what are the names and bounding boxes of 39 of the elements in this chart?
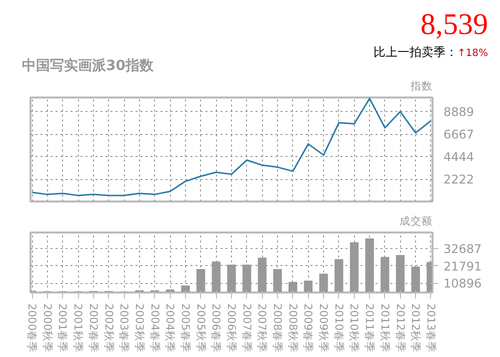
y-tick-label: 6667 bbox=[444, 128, 474, 142]
x-tick-label: 2003秋季 bbox=[132, 304, 146, 353]
x-tick-label: 2007春季 bbox=[240, 304, 254, 353]
y-tick-label: 10896 bbox=[444, 276, 482, 291]
x-tick-label: 2001秋季 bbox=[72, 304, 85, 353]
x-tick-label: 2000春季 bbox=[26, 304, 39, 353]
x-tick-label: 2007秋季 bbox=[256, 304, 269, 353]
x-tick-label: 2004春季 bbox=[148, 304, 162, 353]
x-tick-label: 2003春季 bbox=[118, 304, 131, 353]
x-tick-label: 2008秋季 bbox=[286, 304, 300, 353]
y-tick-label: 32687 bbox=[444, 242, 482, 256]
x-tick-label: 2010春季 bbox=[332, 304, 346, 353]
chart-title: 中国写实画派30指数 bbox=[22, 56, 154, 76]
x-tick-label: 2002春季 bbox=[86, 304, 100, 353]
y-tick-label: 2222 bbox=[444, 172, 474, 187]
x-tick-label: 2005秋季 bbox=[194, 304, 208, 353]
text: ↑18% bbox=[457, 48, 488, 59]
x-tick-label: 2006秋季 bbox=[225, 304, 238, 353]
x-tick-label: 2006春季 bbox=[210, 304, 223, 353]
x-tick-label: 2009春季 bbox=[302, 304, 315, 353]
x-tick-label: 2012春季 bbox=[394, 304, 407, 353]
x-tick-label: 2001春季 bbox=[56, 304, 70, 353]
x-tick-label: 2011秋季 bbox=[378, 304, 392, 353]
x-tick-label: 2012秋季 bbox=[409, 304, 422, 353]
y-axis-title: 指数 bbox=[410, 80, 432, 92]
x-tick-label: 2008春季 bbox=[271, 304, 284, 353]
x-tick-label: 2000秋季 bbox=[40, 304, 54, 353]
y-tick-label: 8889 bbox=[444, 105, 474, 120]
x-tick-label: 2009秋季 bbox=[317, 304, 330, 353]
x-tick-label: 2011春季 bbox=[363, 304, 376, 353]
y-tick-label: 21791 bbox=[444, 259, 482, 274]
x-tick-label: 2013春季 bbox=[424, 304, 438, 353]
x-tick-label: 2004秋季 bbox=[164, 304, 177, 353]
x-tick-label: 2005春季 bbox=[178, 304, 192, 353]
y-axis-title: 成交额 bbox=[400, 214, 432, 228]
x-tick-label: 2002秋季 bbox=[102, 304, 116, 353]
x-tick-label: 2010秋季 bbox=[348, 304, 361, 353]
y-tick-label: 4444 bbox=[444, 150, 474, 164]
text: 8,539 bbox=[420, 7, 488, 43]
